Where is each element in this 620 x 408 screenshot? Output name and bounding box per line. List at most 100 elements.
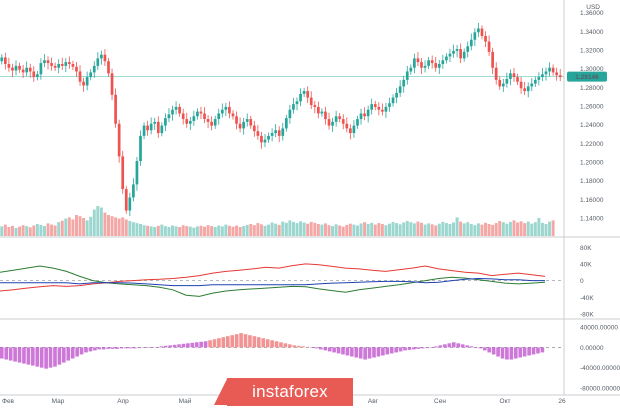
volume-bar [544, 224, 548, 236]
logo-mark-icon [214, 379, 227, 405]
volume-bar [78, 216, 82, 236]
volume-bar [370, 222, 374, 236]
candle-body [309, 97, 313, 106]
candle-body [231, 113, 235, 117]
candle-body [57, 64, 61, 68]
volume-bar [366, 224, 370, 236]
candle-body [302, 91, 306, 94]
candle-body [363, 113, 366, 117]
histogram-bar [319, 347, 323, 350]
candle-body [480, 28, 484, 36]
volume-bar [75, 215, 78, 236]
histogram-bar [128, 347, 133, 349]
volume-bar [32, 225, 36, 236]
histogram-bar [283, 343, 288, 348]
candle-body [71, 64, 75, 67]
histogram-bar [248, 335, 252, 348]
currency-label: USD [586, 4, 600, 11]
candle-body [427, 60, 430, 66]
histogram-bar [79, 347, 84, 355]
volume-bar [53, 225, 57, 236]
candle-body [349, 128, 352, 134]
volume-bar [263, 225, 267, 236]
volume-bar [153, 227, 157, 236]
price-tick-label: 1.18000 [580, 178, 604, 185]
histogram-bar [412, 347, 416, 350]
histogram-bar [505, 347, 509, 360]
candle-body [292, 104, 295, 110]
histogram-bar [203, 341, 208, 348]
candle-body [46, 60, 50, 64]
volume-bar [420, 222, 423, 236]
candle-body [551, 67, 555, 73]
histogram-bar [385, 347, 390, 355]
volume-bar [3, 224, 7, 236]
volume-bar [181, 225, 185, 236]
brand-logo: instaforex [227, 378, 353, 406]
candle-body [327, 119, 331, 126]
volume-bar [227, 225, 231, 236]
candle-body [43, 60, 46, 64]
histogram-bar [367, 347, 372, 359]
histogram-tick-label: 40000.00000 [580, 325, 618, 332]
volume-bar [210, 226, 214, 236]
candle-body [82, 81, 85, 86]
volume-bar [444, 223, 448, 236]
candle-body [345, 123, 349, 129]
histogram-bar [305, 346, 310, 348]
candle-body [174, 106, 178, 110]
volume-bar [356, 225, 359, 236]
histogram-bar [186, 343, 190, 348]
volume-bar [398, 224, 402, 236]
candle-body [217, 113, 221, 120]
histogram-bar [358, 347, 363, 359]
histogram-bar [53, 347, 57, 367]
indicator-line-0 [0, 263, 546, 292]
histogram-bar [540, 347, 545, 353]
volume-bar [409, 222, 413, 236]
histogram-bar [217, 338, 221, 348]
candle-body [512, 73, 516, 78]
indicator-tick-label: 0 [580, 278, 584, 285]
histogram-bar [177, 344, 181, 348]
volume-bar [28, 227, 32, 236]
histogram-bar [363, 347, 367, 360]
volume-bar [220, 226, 224, 236]
histogram-bar [22, 347, 26, 364]
candle-body [36, 74, 39, 78]
candle-body [50, 63, 53, 66]
volume-bar [149, 226, 153, 236]
candle-body [270, 133, 274, 136]
histogram-bar [0, 347, 4, 359]
volume-bar [402, 222, 406, 236]
volume-bar [163, 226, 167, 236]
volume-bar [89, 216, 93, 236]
histogram-bar [509, 347, 514, 360]
histogram-tick-label: -40000.00000 [580, 365, 620, 372]
histogram-bar [381, 347, 385, 356]
volume-bar [178, 227, 182, 236]
candle-body [530, 83, 534, 87]
candle-body [53, 65, 57, 68]
candle-body [3, 57, 7, 64]
volume-bar [316, 224, 320, 236]
volume-bar [484, 222, 488, 236]
volume-bar [352, 224, 356, 236]
histogram-bar [310, 347, 314, 348]
volume-bar [512, 220, 516, 236]
candle-body [281, 128, 285, 136]
volume-bar [384, 225, 388, 236]
candle-body [320, 111, 324, 114]
volume-bar [302, 222, 306, 236]
candle-body [317, 106, 320, 114]
candle-body [523, 88, 526, 92]
histogram-bar [230, 335, 235, 348]
candle-body [391, 97, 395, 104]
histogram-bar [522, 347, 527, 357]
volume-bar [96, 206, 100, 236]
volume-bar [67, 217, 71, 236]
volume-bar [256, 223, 260, 236]
candle-body [103, 54, 107, 62]
